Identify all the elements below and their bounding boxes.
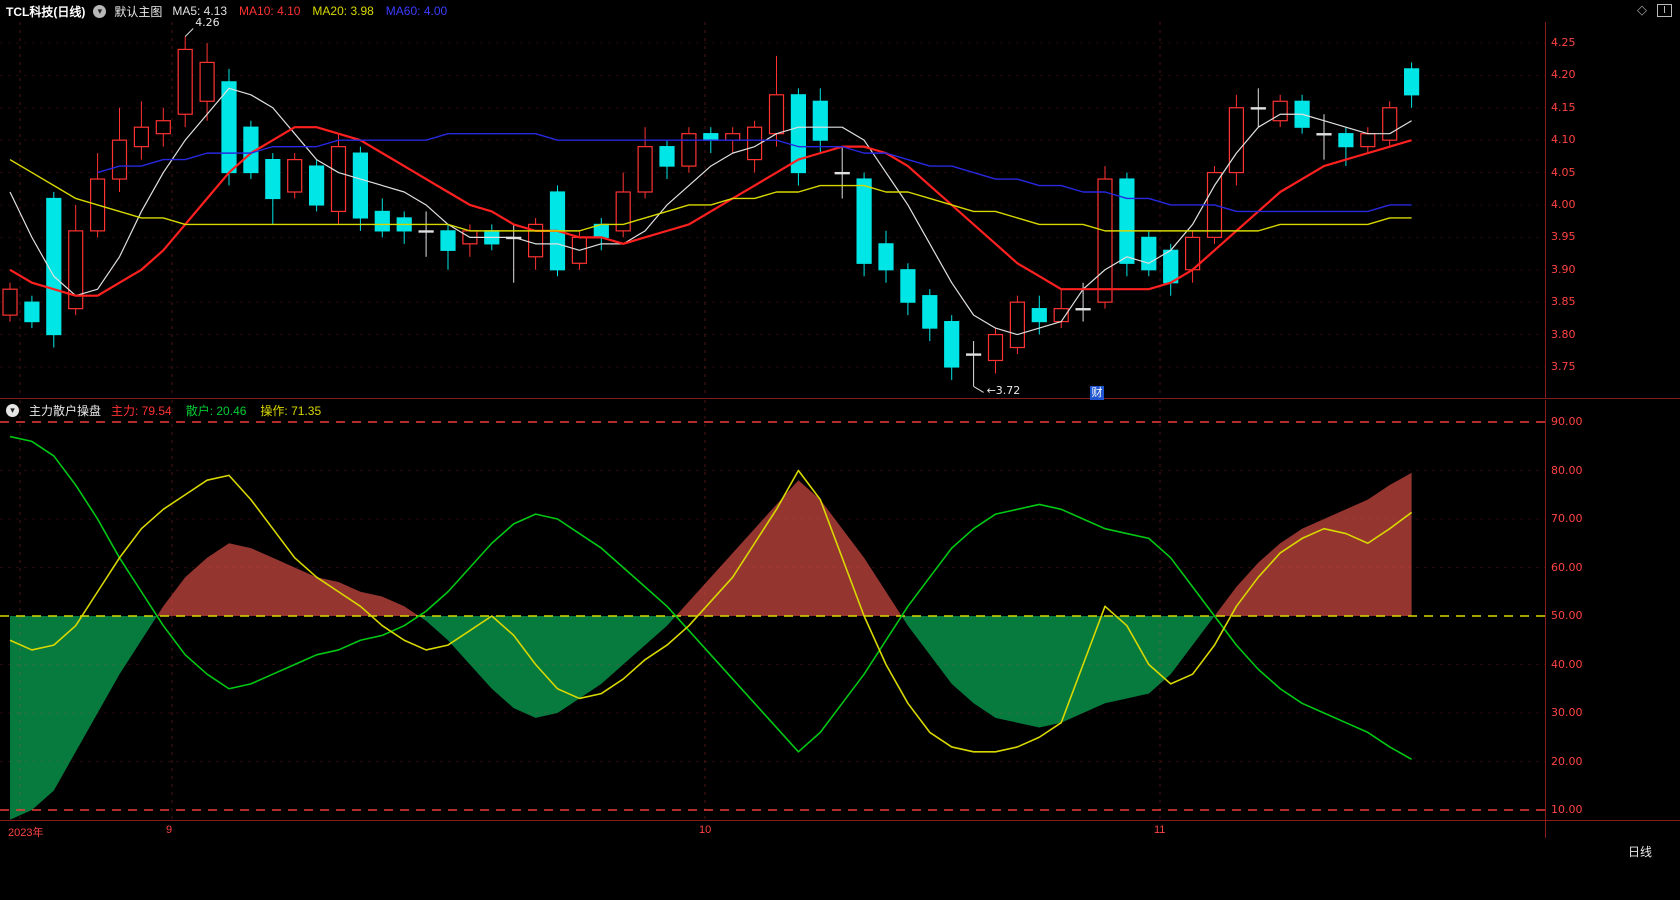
axis-line-extension [1545, 820, 1546, 838]
axis-tick-label: 3.75 [1551, 359, 1576, 373]
main-chart-panel [0, 22, 1545, 398]
sub-indicator-name: 主力散户操盘 [29, 404, 102, 418]
sub-chart-panel [0, 400, 1545, 820]
axis-tick-label: 4.15 [1551, 100, 1576, 114]
bottom-bar: 日线 [0, 838, 1680, 900]
period-selector[interactable]: 日线 [1627, 845, 1652, 859]
axis-tick-label: 4.10 [1551, 133, 1576, 147]
header-right-icons: ◇ [1637, 3, 1672, 17]
ma-value-2: MA20: 3.98 [312, 4, 374, 18]
indicator-dropdown-icon[interactable]: ▾ [93, 4, 107, 18]
main-chart-canvas[interactable] [0, 22, 1545, 398]
axis-tick-label: 40.00 [1551, 657, 1583, 671]
time-axis[interactable]: 2023年 9 10 11 [0, 820, 1680, 839]
axis-tick-label: 3.90 [1551, 262, 1576, 276]
axis-tick-label: 50.00 [1551, 609, 1583, 622]
ma-value-1: MA10: 4.10 [239, 4, 301, 18]
sub-chart-canvas[interactable] [0, 400, 1545, 820]
sub-value-0: 主力: 79.54 [111, 404, 172, 418]
axis-tick-label: 4.25 [1551, 35, 1576, 49]
stock-title: TCL科技(日线) [6, 4, 86, 19]
main-chart-header: TCL科技(日线) ▾ 默认主图 MA5: 4.13 MA10: 4.10 MA20… [0, 0, 1680, 22]
indicator-axis: 90.00 80.00 70.00 60.00 50.00 40.00 30.00 20.00… [1545, 400, 1680, 820]
sub-value-2: 操作: 71.35 [260, 404, 322, 418]
axis-tick-label: 20.00 [1551, 754, 1583, 768]
ma-labels: MA5: 4.13 MA10: 4.10 MA20: 3.98 MA60: 4.00 [172, 4, 449, 18]
axis-tick-label: 3.95 [1551, 230, 1576, 244]
sub-chart-header: ▾ 主力散户操盘 主力: 79.54 散户: 20.46 操作: 71.35 [6, 402, 323, 419]
axis-tick-label: 3.80 [1551, 327, 1576, 341]
ma-value-3: MA60: 4.00 [385, 4, 448, 18]
sub-indicator-dropdown-icon[interactable]: ▾ [6, 404, 19, 417]
axis-tick-label: 30.00 [1551, 706, 1583, 719]
low-price-annotation: ←3.72 [986, 384, 1021, 398]
diamond-icon[interactable]: ◇ [1637, 2, 1647, 17]
axis-tick-label: 4.20 [1551, 68, 1576, 82]
main-indicator-label: 默认主图 [114, 4, 163, 19]
axis-tick-label: 10.00 [1551, 803, 1583, 816]
panel-divider [0, 398, 1680, 399]
ma-value-0: MA5: 4.13 [172, 4, 228, 18]
axis-tick-label: 4.05 [1551, 165, 1576, 179]
timeline-label-0: 2023年 [8, 827, 44, 839]
high-price-annotation: 4.26 [195, 16, 220, 30]
finance-event-badge[interactable]: 财 [1090, 386, 1104, 400]
timeline-label-3: 11 [1154, 824, 1166, 836]
window-layout-icon[interactable] [1657, 3, 1672, 17]
price-axis: 4.25 4.20 4.15 4.10 4.05 4.00 3.95 3.90 3.85 3.80… [1545, 22, 1680, 398]
axis-tick-label: 80.00 [1551, 463, 1583, 477]
timeline-label-2: 10 [699, 824, 712, 836]
sub-value-1: 散户: 20.46 [185, 404, 247, 418]
axis-tick-label: 60.00 [1551, 560, 1583, 574]
axis-tick-label: 90.00 [1551, 415, 1583, 428]
axis-tick-label: 4.00 [1551, 197, 1576, 211]
timeline-label-1: 9 [166, 824, 173, 836]
axis-tick-label: 3.85 [1551, 295, 1576, 309]
sub-indicator-values: 主力: 79.54 散户: 20.46 操作: 71.35 [111, 402, 323, 419]
axis-tick-label: 70.00 [1551, 512, 1583, 525]
